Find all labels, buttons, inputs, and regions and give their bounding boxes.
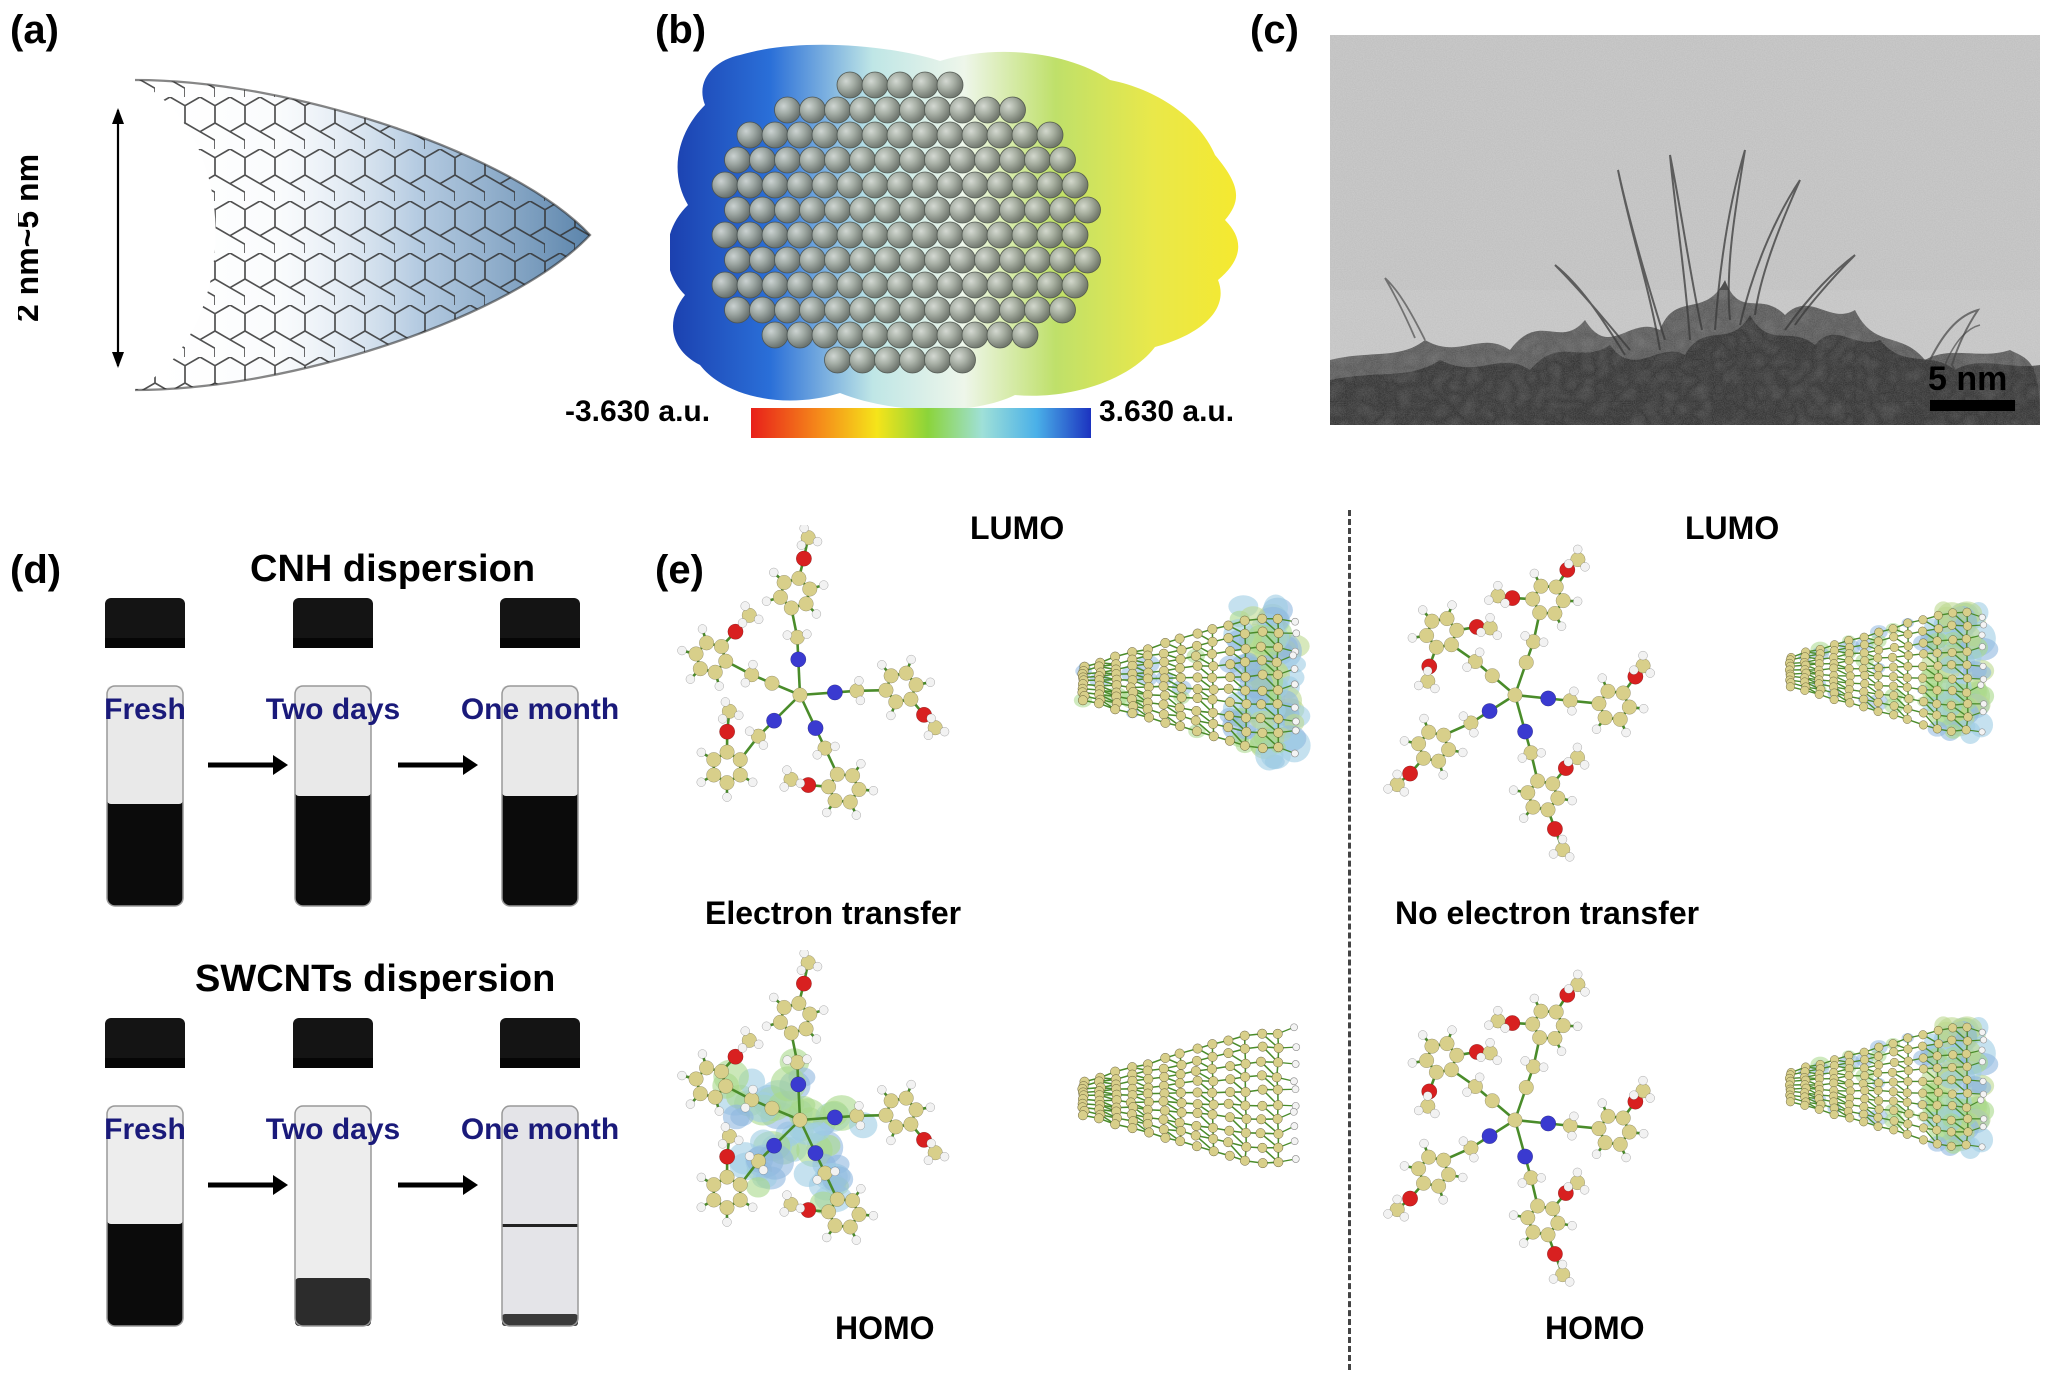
svg-text:5 nm: 5 nm bbox=[1928, 360, 2007, 398]
svg-text:2 nm~5 nm: 2 nm~5 nm bbox=[18, 154, 45, 322]
